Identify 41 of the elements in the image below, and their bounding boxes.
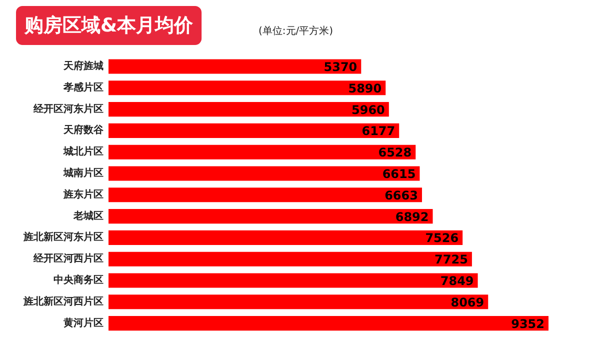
y-tick-label: 中央商务区 bbox=[54, 274, 104, 286]
bar bbox=[108, 123, 400, 138]
data-label: 5890 bbox=[348, 81, 382, 96]
bar bbox=[108, 294, 488, 310]
y-tick-label: 旌北新区河西片区 bbox=[22, 295, 104, 308]
data-label: 6177 bbox=[362, 124, 396, 138]
bar bbox=[108, 166, 420, 181]
data-label: 6528 bbox=[378, 146, 412, 160]
bar bbox=[108, 209, 433, 224]
bar bbox=[108, 102, 389, 117]
y-tick-label: 天府旌城 bbox=[62, 60, 104, 72]
chart-title: 购房区域&本月均价 bbox=[24, 14, 194, 36]
data-label: 9352 bbox=[511, 316, 545, 331]
y-tick-label: 孝感片区 bbox=[62, 81, 104, 94]
data-label: 7849 bbox=[440, 274, 474, 288]
data-label: 8069 bbox=[450, 295, 484, 310]
y-tick-label: 旌东片区 bbox=[62, 188, 104, 200]
bar bbox=[108, 80, 386, 96]
data-label: 7725 bbox=[434, 252, 468, 267]
y-tick-label: 城南片区 bbox=[62, 167, 104, 179]
chart-subtitle: (单位:元/平方米) bbox=[258, 25, 334, 37]
y-tick-label: 老城区 bbox=[72, 210, 104, 222]
data-label: 6892 bbox=[395, 210, 429, 224]
y-tick-label: 黄河片区 bbox=[62, 316, 104, 329]
bar bbox=[108, 188, 422, 202]
bar bbox=[108, 316, 548, 331]
y-tick-label: 天府数谷 bbox=[62, 124, 104, 136]
bar bbox=[108, 273, 478, 288]
y-tick-label: 经开区河西片区 bbox=[32, 252, 104, 265]
data-label: 7526 bbox=[425, 231, 459, 246]
y-tick-label: 旌北新区河东片区 bbox=[22, 231, 104, 244]
data-label: 6615 bbox=[382, 167, 416, 181]
y-tick-label: 城北片区 bbox=[62, 146, 104, 158]
data-label: 5370 bbox=[324, 60, 358, 74]
bar bbox=[108, 230, 463, 245]
bar bbox=[108, 252, 472, 266]
data-label: 5960 bbox=[352, 102, 385, 117]
y-tick-label: 经开区河东片区 bbox=[32, 102, 104, 115]
bar bbox=[108, 144, 416, 160]
bar bbox=[108, 59, 362, 74]
data-label: 6663 bbox=[384, 188, 418, 202]
